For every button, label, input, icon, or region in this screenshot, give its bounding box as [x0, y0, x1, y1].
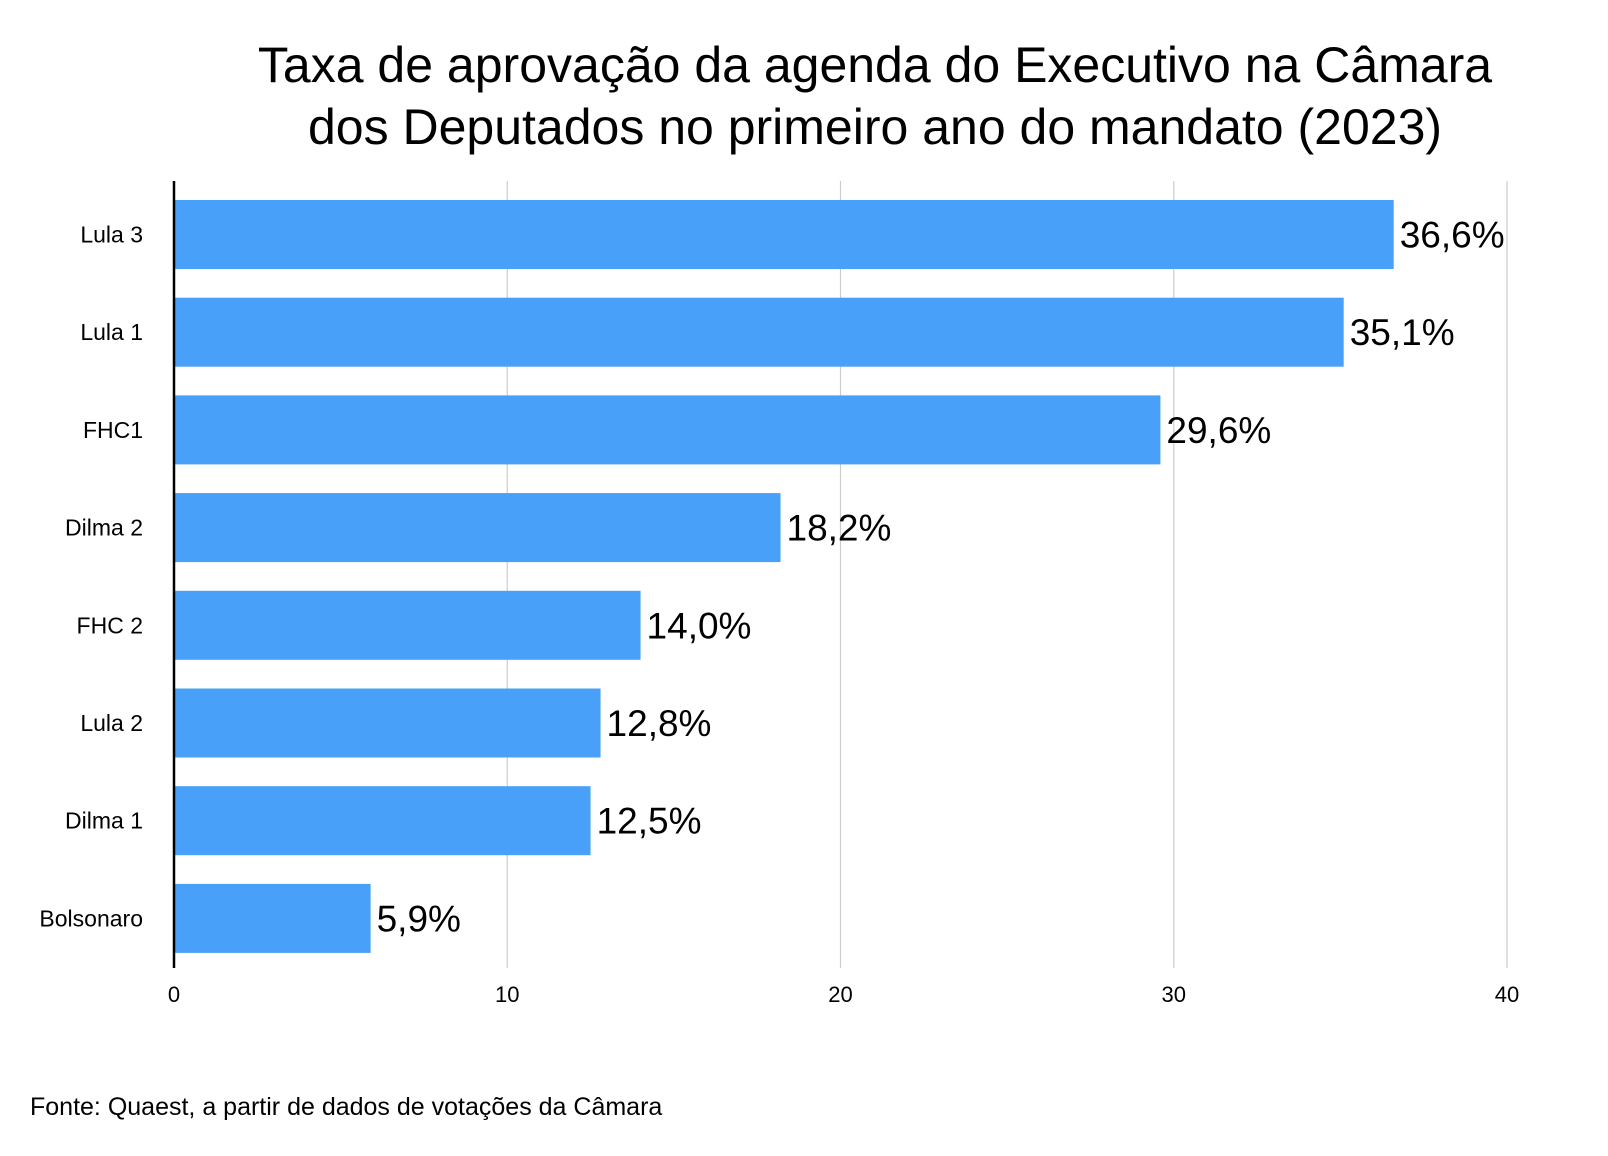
bar-6: [174, 786, 591, 856]
value-label-5: 12,8%: [607, 703, 712, 744]
bar-1: [174, 297, 1344, 367]
category-label-5: Lula 2: [80, 710, 143, 736]
bar-3: [174, 493, 781, 563]
bar-7: [174, 883, 371, 953]
x-tick-label-10: 10: [495, 982, 519, 1007]
value-label-4: 14,0%: [647, 605, 752, 646]
chart-title-line-1: Taxa de aprovação da agenda do Executivo…: [257, 37, 1493, 93]
value-label-0: 36,6%: [1400, 215, 1505, 256]
category-label-6: Dilma 1: [65, 808, 143, 834]
category-label-4: FHC 2: [77, 612, 143, 638]
category-label-0: Lula 3: [80, 222, 143, 248]
x-tick-label-40: 40: [1495, 982, 1519, 1007]
x-tick-label-20: 20: [828, 982, 852, 1007]
value-label-1: 35,1%: [1350, 312, 1455, 353]
bar-chart: 36,6%35,1%29,6%18,2%14,0%12,8%12,5%5,9% …: [39, 181, 1519, 1007]
chart-title: Taxa de aprovação da agenda do Executivo…: [150, 34, 1600, 158]
value-label-6: 12,5%: [597, 801, 702, 842]
category-label-2: FHC1: [83, 417, 143, 443]
category-label-1: Lula 1: [80, 319, 143, 345]
value-label-2: 29,6%: [1166, 410, 1271, 451]
x-tick-label-30: 30: [1162, 982, 1186, 1007]
x-tick-label-0: 0: [168, 982, 180, 1007]
category-label-3: Dilma 2: [65, 515, 143, 541]
value-label-3: 18,2%: [787, 508, 892, 549]
bar-4: [174, 590, 641, 660]
bar-2: [174, 395, 1161, 465]
axes: 0 10 20 30 40 Lula 3 Lula 1 FHC1 Dilma 2 FHC 2 Lul…: [39, 181, 1519, 1007]
source-note: Fonte: Quaest, a partir de dados de vota…: [30, 1093, 663, 1121]
value-label-7: 5,9%: [377, 898, 461, 939]
chart-title-line-2: dos Deputados no primeiro ano do mandato…: [307, 99, 1443, 155]
bar-5: [174, 688, 601, 758]
bars: 36,6% 35,1% 29,6% 18,2% 14,0% 12,8% 12,5% 5,9%: [174, 200, 1505, 953]
bar-0: [174, 200, 1394, 269]
category-label-7: Bolsonaro: [39, 905, 143, 931]
